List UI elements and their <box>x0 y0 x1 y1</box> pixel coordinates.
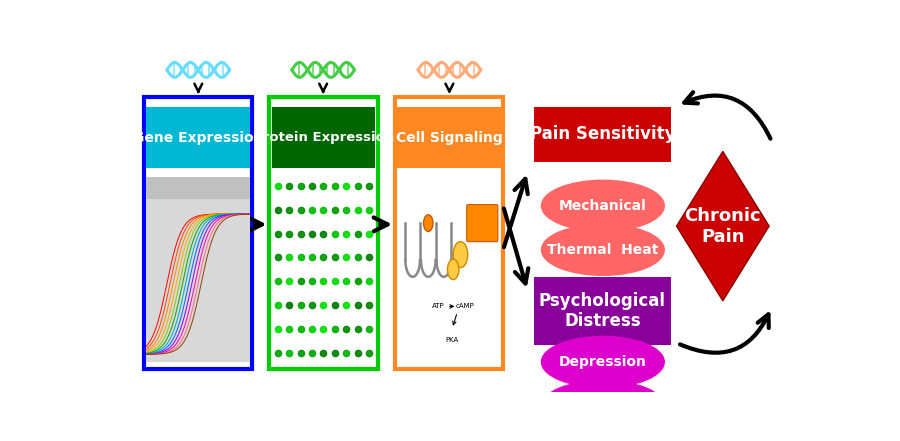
FancyBboxPatch shape <box>144 97 252 369</box>
Text: Thermal  Heat: Thermal Heat <box>547 243 659 257</box>
Polygon shape <box>677 151 770 301</box>
Ellipse shape <box>542 381 664 432</box>
Ellipse shape <box>542 336 664 387</box>
FancyBboxPatch shape <box>395 97 503 369</box>
FancyBboxPatch shape <box>146 107 250 168</box>
FancyBboxPatch shape <box>535 277 670 345</box>
Text: Pain Sensitivity: Pain Sensitivity <box>530 125 675 143</box>
Text: Somatization: Somatization <box>552 399 654 413</box>
Text: Cell Signaling: Cell Signaling <box>396 131 502 145</box>
FancyBboxPatch shape <box>272 107 375 168</box>
Text: Psychological
Distress: Psychological Distress <box>539 292 666 330</box>
Text: Chronic
Pain: Chronic Pain <box>685 207 761 246</box>
Text: Gene Expression: Gene Expression <box>132 131 263 145</box>
Ellipse shape <box>542 180 664 231</box>
FancyBboxPatch shape <box>535 107 670 161</box>
Text: Protein Expression: Protein Expression <box>253 131 394 144</box>
Text: Mechanical: Mechanical <box>559 199 647 213</box>
Ellipse shape <box>542 224 664 275</box>
FancyBboxPatch shape <box>397 107 501 168</box>
FancyBboxPatch shape <box>269 97 378 369</box>
Text: Depression: Depression <box>559 355 647 369</box>
